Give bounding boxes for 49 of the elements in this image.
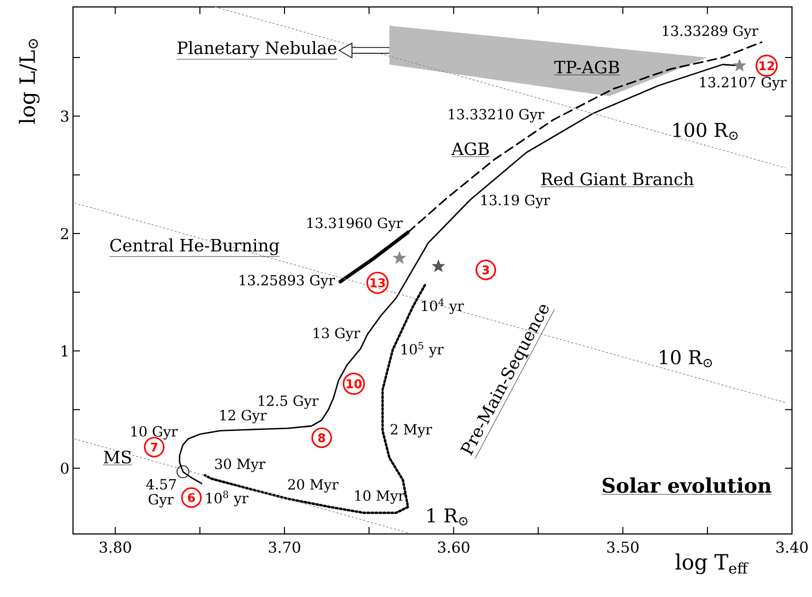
annotation: 10 Myr [355,490,405,504]
annotation: 13 Gyr [314,328,360,342]
point [432,260,445,272]
annotation: 10$^{8}$ yr [206,490,248,506]
annotation: 12 Gyr [220,410,267,424]
y-tick-label: 2 [60,228,68,240]
point [393,252,406,264]
y-tick-label: 0 [60,462,68,474]
y-tick-label: 1 [62,345,68,356]
annotation: 2 Myr [390,424,432,438]
annotation: 10$^{5}$ yr [402,342,444,358]
annotation: 30 Myr [215,458,266,472]
annotation: 13.33210 Gyr [448,108,544,122]
annotation: 12 [760,61,774,70]
x-tick-label: 3.40 [776,541,808,553]
annotation: 10 [346,379,362,388]
x-tick-label: 3.80 [100,541,131,553]
annotation: 13 [370,278,385,288]
annotation: 13.33289 Gyr [663,25,758,39]
annotation: 4.57 Gyr [146,478,176,508]
annotation: 13.25893 Gyr [240,274,336,288]
annotation: 10 Gyr [131,426,178,440]
series-label: 10 R$_{⊙}$ [660,350,712,368]
x-tick-label: 3.50 [607,541,639,553]
annotation: 20 Myr [288,479,338,493]
annotation: Central He-Burning [110,238,280,256]
annotation: 13.2107 Gyr [700,76,787,90]
annotation: 3 [482,265,490,274]
x-axis-title: log T$_{eff}$ [676,554,748,574]
annotation: MS [104,450,131,464]
annotation: Planetary Nebulae [178,41,336,58]
annotation: 8 [318,433,326,442]
annotation: 6 [188,493,195,502]
annotation: 12.5 Gyr [258,395,318,409]
series-label: 1 R$_{⊙}$ [428,508,468,526]
annotation: 13.31960 Gyr [307,218,403,232]
point [733,59,746,71]
annotation: TP-AGB [554,60,620,74]
annotation: 13.19 Gyr [481,194,550,208]
annotation: Red Giant Branch [541,172,694,186]
x-tick-label: 3.60 [438,541,470,553]
y-tick-label: 3 [61,110,68,122]
annotation: Solar evolution [602,477,772,493]
annotation: 7 [150,442,158,452]
y-axis-title: log L/L$_{⊙}$ [18,39,40,124]
annotation: AGB [451,142,489,156]
point [176,465,190,478]
x-tick-label: 3.70 [268,541,300,553]
series-label: 100 R$_{⊙}$ [674,122,738,140]
